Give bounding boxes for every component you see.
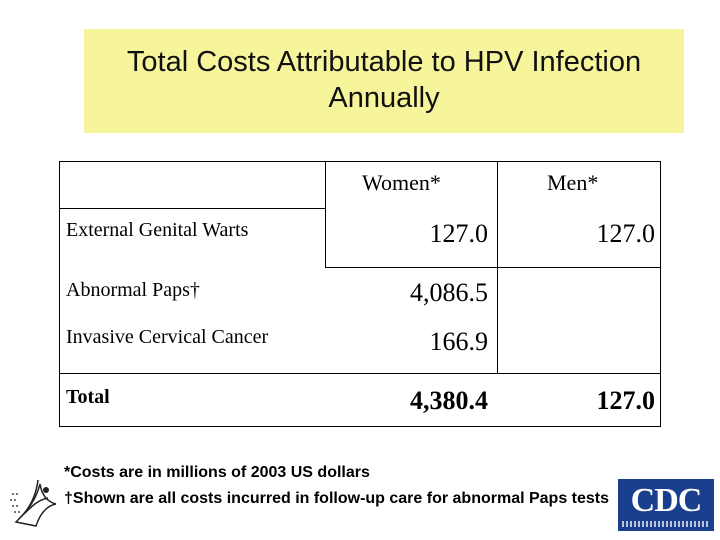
footnote-costs: *Costs are in millions of 2003 US dollar…	[64, 464, 370, 481]
column-header-women: Women*	[362, 170, 441, 195]
women-total-value: 4,380.4	[410, 386, 488, 415]
table-divider	[59, 208, 325, 209]
women-value: 127.0	[429, 219, 489, 248]
row-label: Invasive Cervical Cancer	[66, 326, 269, 348]
table-divider	[497, 267, 498, 373]
title-banner	[84, 29, 684, 133]
men-value: 127.0	[596, 219, 656, 248]
cdc-logo-stripes	[622, 521, 710, 527]
table-divider	[325, 161, 326, 267]
page-title: Total Costs Attributable to HPV Infectio…	[126, 46, 642, 114]
table-divider	[59, 373, 661, 374]
table-divider	[497, 161, 498, 267]
cdc-logo: CDC	[618, 479, 714, 531]
column-header-men: Men*	[547, 170, 599, 195]
row-label: Abnormal Paps†	[66, 279, 200, 301]
row-label-total: Total	[66, 386, 110, 408]
cdc-logo-text: CDC	[630, 482, 703, 519]
footnote-paps: †Shown are all costs incurred in follow-…	[64, 490, 610, 507]
hhs-eagle-logo	[10, 479, 57, 527]
women-value: 4,086.5	[410, 278, 488, 307]
cost-table	[59, 161, 661, 427]
men-total-value: 127.0	[596, 386, 656, 415]
table-divider	[325, 267, 661, 268]
women-value: 166.9	[429, 327, 489, 356]
row-label: External Genital Warts	[66, 219, 249, 241]
